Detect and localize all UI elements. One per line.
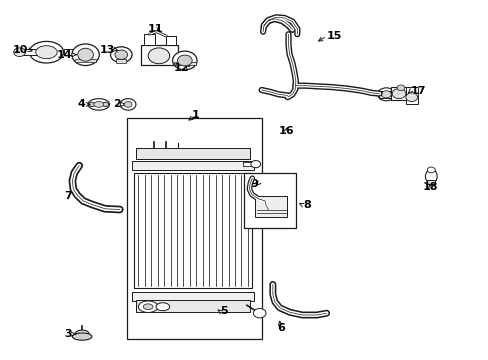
- Text: 11: 11: [147, 24, 163, 34]
- Ellipse shape: [172, 51, 197, 70]
- Text: 16: 16: [278, 126, 293, 136]
- Ellipse shape: [250, 161, 260, 168]
- Ellipse shape: [72, 333, 92, 340]
- Ellipse shape: [148, 48, 169, 64]
- Ellipse shape: [177, 55, 192, 66]
- Ellipse shape: [14, 48, 25, 57]
- Bar: [255, 196, 286, 217]
- Ellipse shape: [405, 93, 417, 102]
- Text: 7: 7: [64, 191, 72, 201]
- Text: 10: 10: [13, 45, 28, 55]
- Text: 9: 9: [250, 179, 258, 189]
- Bar: [116, 59, 126, 63]
- Ellipse shape: [396, 85, 404, 91]
- Text: 4: 4: [78, 99, 85, 109]
- Ellipse shape: [115, 50, 127, 59]
- Text: 2: 2: [113, 99, 121, 109]
- Text: 1: 1: [191, 110, 199, 120]
- Ellipse shape: [124, 102, 132, 107]
- Bar: [243, 162, 252, 166]
- Ellipse shape: [425, 169, 436, 184]
- Ellipse shape: [29, 41, 63, 63]
- Ellipse shape: [253, 309, 265, 318]
- Text: 17: 17: [410, 86, 426, 96]
- Bar: [405, 87, 417, 104]
- Ellipse shape: [94, 102, 103, 107]
- Bar: [141, 45, 177, 65]
- Text: 3: 3: [64, 329, 72, 339]
- Text: 12: 12: [173, 63, 188, 73]
- Bar: [127, 118, 261, 339]
- Text: 15: 15: [326, 31, 341, 41]
- Bar: [20, 49, 38, 55]
- Bar: [132, 292, 254, 301]
- Bar: [134, 173, 251, 288]
- Bar: [390, 87, 406, 100]
- Ellipse shape: [36, 46, 57, 59]
- Bar: [174, 62, 195, 65]
- Ellipse shape: [138, 301, 158, 312]
- Bar: [166, 36, 176, 45]
- Ellipse shape: [156, 303, 169, 311]
- Bar: [75, 59, 96, 62]
- Text: 6: 6: [277, 323, 285, 333]
- Ellipse shape: [78, 48, 93, 61]
- Ellipse shape: [88, 99, 109, 110]
- Ellipse shape: [381, 91, 390, 98]
- Bar: [63, 49, 76, 55]
- Ellipse shape: [72, 44, 99, 66]
- Ellipse shape: [89, 102, 95, 107]
- Bar: [379, 91, 392, 98]
- Bar: [144, 34, 155, 45]
- Ellipse shape: [102, 102, 108, 107]
- Text: 5: 5: [220, 306, 227, 316]
- Ellipse shape: [143, 304, 153, 310]
- Bar: [136, 148, 250, 159]
- Text: 14: 14: [57, 50, 72, 60]
- Ellipse shape: [75, 330, 89, 337]
- Bar: [136, 300, 250, 312]
- Text: 13: 13: [100, 45, 115, 55]
- Ellipse shape: [120, 99, 136, 110]
- Ellipse shape: [110, 47, 132, 63]
- Ellipse shape: [391, 89, 405, 99]
- Bar: [243, 173, 296, 228]
- Bar: [132, 161, 254, 170]
- Text: 18: 18: [422, 182, 437, 192]
- Ellipse shape: [377, 88, 394, 101]
- Ellipse shape: [427, 167, 434, 173]
- Text: 8: 8: [303, 200, 310, 210]
- Bar: [427, 180, 434, 184]
